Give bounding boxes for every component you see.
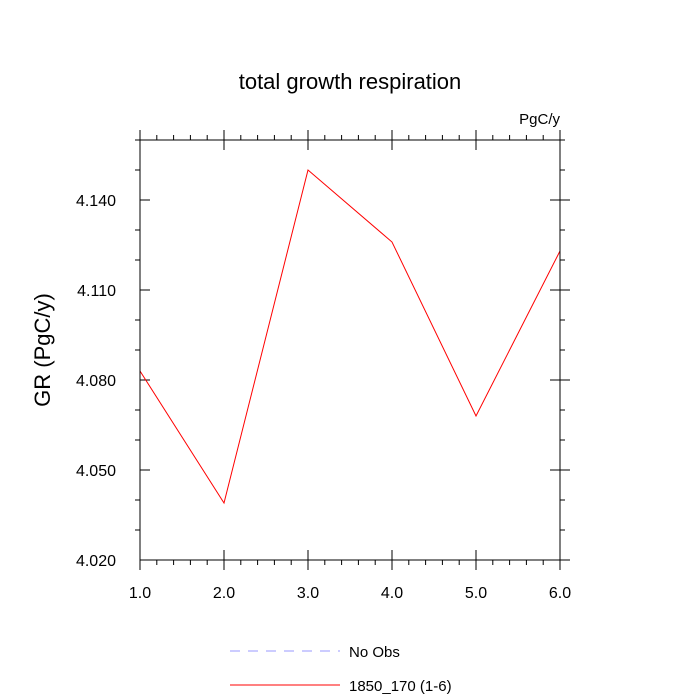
chart-title: total growth respiration — [239, 69, 462, 94]
x-tick-label: 1.0 — [129, 585, 151, 602]
x-tick-label: 6.0 — [549, 585, 571, 602]
axis-ticks — [135, 130, 570, 570]
y-tick-label: 4.020 — [76, 553, 116, 570]
units-label: PgC/y — [519, 111, 560, 128]
legend-label-1850-170: 1850_170 (1-6) — [349, 678, 452, 695]
legend-label-no-obs: No Obs — [349, 644, 400, 661]
y-tick-label: 4.080 — [76, 373, 116, 390]
x-tick-label: 2.0 — [213, 585, 235, 602]
y-axis-label: GR (PgC/y) — [30, 293, 55, 407]
x-tick-label: 4.0 — [381, 585, 403, 602]
plot-frame — [139, 139, 561, 561]
x-tick-label: 5.0 — [465, 585, 487, 602]
legend: No Obs 1850_170 (1-6) — [230, 644, 452, 695]
data-series — [139, 169, 561, 505]
y-tick-label: 4.050 — [76, 463, 116, 480]
x-tick-label: 3.0 — [297, 585, 319, 602]
y-tick-label: 4.110 — [77, 283, 116, 300]
tick-labels: 1.0 2.0 3.0 4.0 5.0 6.0 4.020 4.050 4.080 4.110 4.… — [76, 193, 571, 602]
y-tick-label: 4.140 — [76, 193, 116, 210]
series-line-1850-170-1-6- — [139, 169, 561, 505]
